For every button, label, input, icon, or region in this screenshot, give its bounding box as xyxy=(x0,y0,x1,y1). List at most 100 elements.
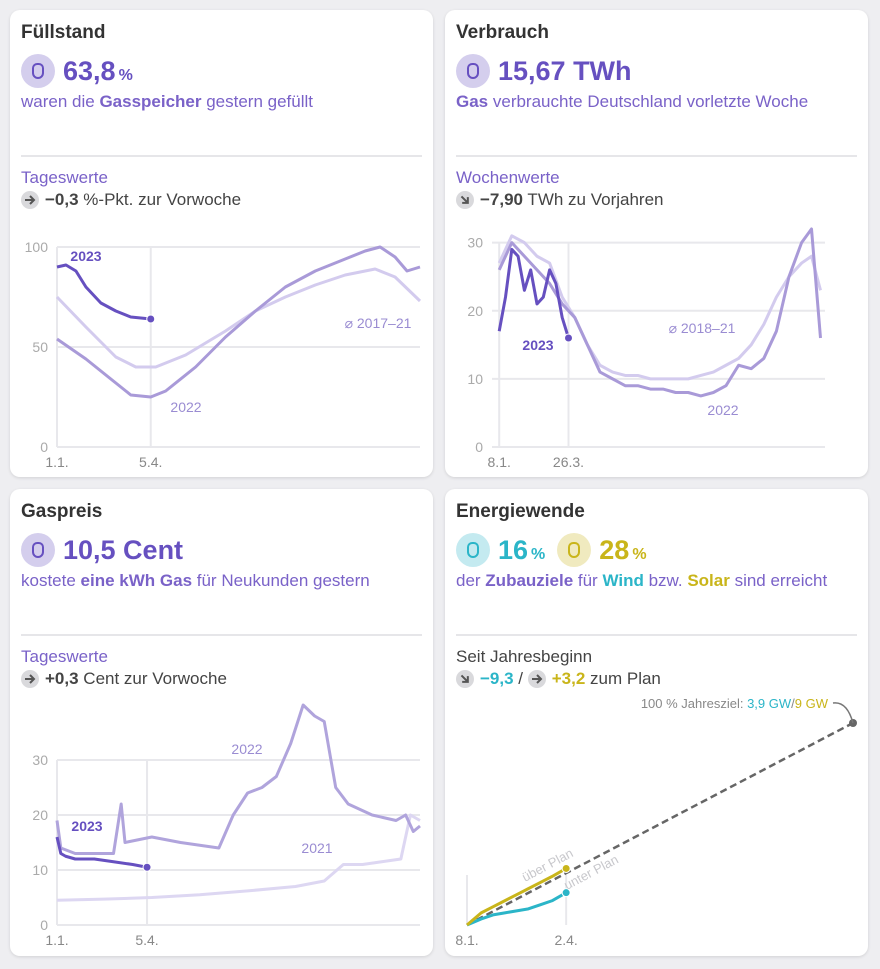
y-tick-label: 0 xyxy=(40,439,48,455)
plot: 0 10 20 30 8.1. 26.3. ⌀ 2018–21 2022 2023 xyxy=(467,227,825,470)
headline: 63,8% xyxy=(21,52,421,90)
series-line xyxy=(56,813,421,902)
x-tick-label: 5.4. xyxy=(135,932,158,948)
icon-bg xyxy=(456,54,490,88)
headline: 15,67 TWh xyxy=(456,52,856,90)
annotation-part: 9 GW xyxy=(795,696,829,711)
headline-unit: % xyxy=(531,545,546,563)
series-line xyxy=(55,836,148,869)
y-tick-label: 10 xyxy=(32,862,48,878)
arrow-icon xyxy=(21,191,39,209)
card-title: Energiewende xyxy=(456,501,585,522)
text-part: −9,3 xyxy=(480,669,514,688)
series-line xyxy=(55,267,422,369)
icon-glyph xyxy=(32,63,44,79)
arrow-icon xyxy=(21,670,39,688)
x-tick-label: 5.4. xyxy=(139,454,162,470)
text-part: Cent zur Vorwoche xyxy=(78,669,227,688)
card-title: Füllstand xyxy=(21,22,106,43)
subtitle: Seit Jahresbeginn xyxy=(456,647,593,666)
headline-unit: % xyxy=(118,66,133,84)
end-dot xyxy=(142,862,152,872)
series-line xyxy=(466,891,567,927)
icon xyxy=(21,533,55,567)
annotation: 100 % Jahresziel: 3,9 GW/9 GW xyxy=(641,696,829,711)
card: Energiewende 16% 28% der Zubauziele für Win… xyxy=(445,489,868,956)
annotation-part: 100 % Jahresziel: xyxy=(641,696,747,711)
separator xyxy=(456,155,857,157)
arrow-icon xyxy=(527,670,546,688)
card-title: Verbrauch xyxy=(456,22,549,43)
text-part: %-Pkt. zur Vorwoche xyxy=(78,190,242,209)
text-part: gestern gefüllt xyxy=(201,92,314,111)
change-line: +0,3 Cent zur Vorwoche xyxy=(21,669,227,689)
card-header: Verbrauch 15,67 TWh Gas verbrauchte Deutsc… xyxy=(456,22,856,113)
change-line: −0,3 %-Pkt. zur Vorwoche xyxy=(21,190,241,210)
end-dot xyxy=(564,333,573,343)
change-line: −7,90 TWh zu Vorjahren xyxy=(456,190,664,210)
icon xyxy=(557,533,592,567)
end-dot xyxy=(561,888,571,898)
card: Füllstand 63,8% waren die Gasspeicher gest… xyxy=(10,10,433,477)
headline-unit: % xyxy=(632,545,647,563)
y-tick-label: 0 xyxy=(40,917,48,933)
series-label: 2023 xyxy=(71,818,102,834)
text-part: eine kWh Gas xyxy=(80,571,193,590)
text-part: −7,90 xyxy=(480,190,524,209)
y-tick-label: 10 xyxy=(467,371,483,387)
card-header: Gaspreis 10,5 Cent kostete eine kWh Gas fü… xyxy=(21,501,421,592)
series-label: 2023 xyxy=(522,337,553,353)
text-part: Zubauziele xyxy=(485,571,574,590)
description: der Zubauziele für Wind bzw. Solar sind … xyxy=(456,569,827,592)
text-part: waren die xyxy=(21,92,100,111)
x-tick-label: 1.1. xyxy=(45,454,68,470)
icon-bg xyxy=(456,533,490,567)
y-tick-label: 20 xyxy=(467,303,483,319)
series-line xyxy=(497,227,822,398)
card-header: Füllstand 63,8% waren die Gasspeicher gest… xyxy=(21,22,421,113)
icon-glyph xyxy=(32,542,44,558)
headline-value: 16% xyxy=(498,534,546,565)
headline-value: 28% xyxy=(599,534,647,565)
series-line xyxy=(56,245,421,399)
subtitle: Wochenwerte xyxy=(456,168,560,187)
icon-bg xyxy=(21,533,55,567)
change-line: −9,3 / +3,2 zum Plan xyxy=(456,669,661,689)
icon xyxy=(21,54,55,88)
series-label: 2022 xyxy=(170,399,201,415)
series-label: ⌀ 2018–21 xyxy=(669,320,736,336)
description: Gas verbrauchte Deutschland vorletzte Wo… xyxy=(456,90,816,113)
annotation-part: 3,9 GW xyxy=(747,696,792,711)
separator xyxy=(456,634,857,636)
card: Gaspreis 10,5 Cent kostete eine kWh Gas fü… xyxy=(10,489,433,956)
series-label: 2022 xyxy=(707,402,738,418)
card-title: Gaspreis xyxy=(21,501,103,522)
headline: 16% 28% xyxy=(456,531,856,569)
end-dot xyxy=(146,314,156,324)
separator xyxy=(21,634,422,636)
x-tick-label: 2.4. xyxy=(554,932,577,948)
y-tick-label: 20 xyxy=(32,807,48,823)
headline-value: 15,67 TWh xyxy=(498,55,632,86)
subtitle: Tageswerte xyxy=(21,647,108,666)
icon-glyph xyxy=(467,63,479,79)
plan-line xyxy=(466,721,854,927)
annotation-connector xyxy=(832,702,854,724)
series-label: 2022 xyxy=(231,741,262,757)
text-part: +0,3 xyxy=(45,669,79,688)
series-line xyxy=(56,263,151,321)
icon-bg xyxy=(557,533,592,567)
series-label: 2021 xyxy=(301,840,332,856)
x-tick-label: 8.1. xyxy=(455,932,478,948)
headline: 10,5 Cent xyxy=(21,531,421,569)
x-tick-label: 26.3. xyxy=(553,454,584,470)
text-part: +3,2 xyxy=(551,669,586,688)
text-part: TWh zu Vorjahren xyxy=(523,190,664,209)
text-part: für Neukunden gestern xyxy=(192,571,370,590)
series-line xyxy=(497,247,570,339)
y-tick-label: 30 xyxy=(467,235,483,251)
series-line xyxy=(55,703,421,855)
text-part: zum Plan xyxy=(585,669,661,688)
arrow-icon xyxy=(456,670,474,688)
